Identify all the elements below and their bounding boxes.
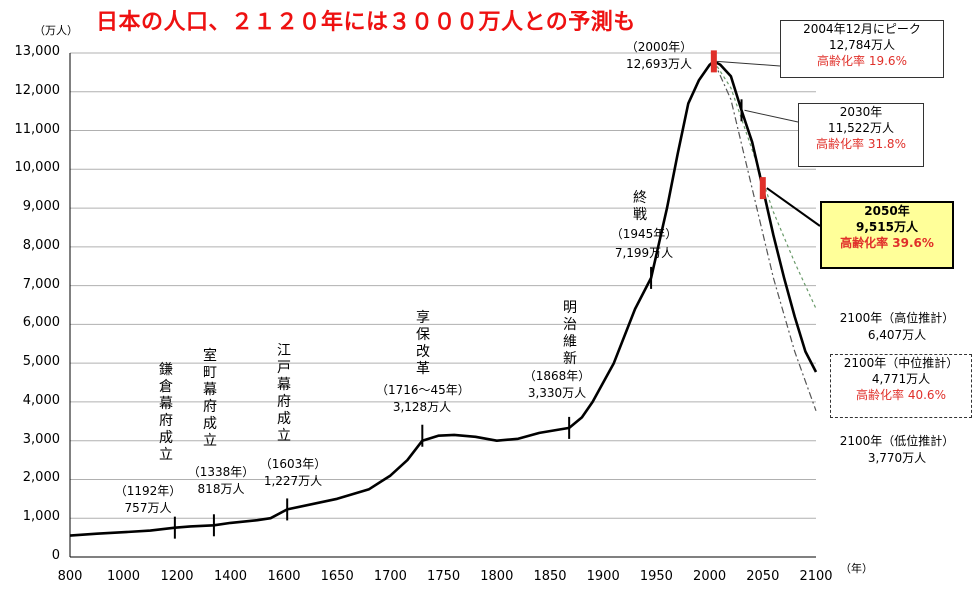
x-tick-label: 1650 — [320, 569, 354, 584]
peak-callout: 2004年12月にピーク 12,784万人 高齢化率 19.6% — [780, 20, 944, 78]
meiji-pop: 3,330万人 — [527, 386, 587, 400]
kyoho-pop: 3,128万人 — [392, 400, 452, 414]
kamakura-label: 鎌倉幕府成立 — [159, 362, 173, 463]
peak-line1: 2004年12月にピーク — [803, 22, 921, 36]
shusen-year: （1945年） — [610, 227, 678, 241]
y-tick-label: 9,000 — [22, 199, 60, 215]
peak-ratio: 高齢化率 19.6% — [817, 54, 907, 68]
y-tick-label: 10,000 — [14, 160, 61, 176]
x-tick-label: 1000 — [106, 569, 141, 584]
x-tick-label: 1950 — [639, 569, 673, 584]
population-line — [69, 60, 818, 537]
y-tick-label: 13,000 — [14, 44, 61, 59]
y2000-year: （2000年） — [625, 40, 693, 54]
low-line2: 3,770万人 — [867, 451, 927, 465]
chart-title: 日本の人口、２１２０年には３０００万人との予測も — [96, 10, 636, 35]
peak-line2: 12,784万人 — [829, 38, 895, 52]
y-tick-label: 5,000 — [22, 354, 60, 370]
x-tick-label: 1750 — [427, 569, 461, 584]
x-tick-label: 1800 — [480, 569, 514, 584]
y-tick-label: 1,000 — [22, 509, 60, 525]
shusen-pop: 7,199万人 — [614, 246, 674, 260]
kyoho-year: （1716～45年） — [376, 383, 470, 397]
peak-leader-line — [716, 60, 781, 67]
high-projection-line — [713, 61, 817, 309]
x-axis-unit: （年） — [840, 562, 873, 575]
y2030-line2: 11,522万人 — [828, 121, 894, 135]
y-tick-label: 8,000 — [22, 237, 60, 253]
x-tick-label: 2050 — [746, 569, 780, 584]
mid-line2: 4,771万人 — [871, 372, 931, 386]
highlight-marker — [759, 177, 766, 200]
x-tick-label: 1700 — [373, 569, 407, 584]
x-tick-label: 2100 — [799, 569, 833, 584]
mid-line1: 2100年（中位推計） — [843, 356, 959, 370]
x-tick-label: 1400 — [213, 569, 248, 584]
x-tick-label: 800 — [57, 569, 83, 584]
meiji-year: （1868年） — [523, 369, 591, 383]
y2030-leader-line — [744, 109, 799, 123]
y-tick-label: 2,000 — [22, 470, 60, 486]
kyoho-label: 享保改革 — [416, 310, 430, 377]
y-axis-unit: （万人） — [34, 24, 78, 37]
y2050-line1: 2050年 — [864, 204, 910, 218]
y-tick-label: 7,000 — [22, 276, 60, 292]
edo-label: 江戸幕府成立 — [277, 343, 291, 444]
edo-pop: 1,227万人 — [263, 474, 323, 488]
highlight-marker — [710, 50, 717, 73]
low-projection-line — [713, 61, 817, 412]
mid-callout: 2100年（中位推計） 4,771万人 高齢化率 40.6% — [830, 354, 972, 418]
mid-ratio: 高齢化率 40.6% — [856, 388, 946, 402]
y-tick-label: 4,000 — [22, 392, 60, 408]
y2030-callout: 2030年 11,522万人 高齢化率 31.8% — [798, 103, 924, 167]
kamakura-year: （1192年） — [114, 484, 182, 498]
kamakura-pop: 757万人 — [124, 501, 172, 515]
meiji-label: 明治維新 — [563, 300, 577, 367]
y-tick-label: 0 — [51, 548, 60, 563]
y-tick-label: 11,000 — [14, 121, 61, 137]
y-tick-label: 3,000 — [22, 431, 60, 447]
x-tick-label: 1200 — [160, 569, 194, 584]
edo-year: （1603年） — [259, 457, 327, 471]
high-line1: 2100年（高位推計） — [839, 311, 955, 325]
x-tick-label: 1900 — [586, 569, 620, 584]
shusen-label: 終戦 — [633, 190, 647, 223]
muromachi-pop: 818万人 — [197, 482, 245, 496]
y2000-pop: 12,693万人 — [626, 57, 692, 71]
y2030-line1: 2030年 — [839, 105, 883, 119]
x-tick-label: 2000 — [693, 569, 727, 584]
y2030-ratio: 高齢化率 31.8% — [816, 137, 906, 151]
x-tick-label: 1600 — [267, 569, 301, 584]
y-tick-label: 12,000 — [14, 82, 61, 98]
high-line2: 6,407万人 — [867, 328, 927, 342]
low-line1: 2100年（低位推計） — [839, 434, 955, 448]
y2050-line2: 9,515万人 — [856, 220, 918, 234]
muromachi-label: 室町幕府成立 — [203, 348, 217, 449]
y2050-leader-line — [766, 187, 821, 227]
x-tick-label: 1850 — [533, 569, 567, 584]
y2050-ratio: 高齢化率 39.6% — [840, 236, 934, 250]
y2050-callout: 2050年 9,515万人 高齢化率 39.6% — [820, 201, 954, 269]
y-tick-label: 6,000 — [22, 315, 60, 331]
muromachi-year: （1338年） — [187, 465, 255, 479]
